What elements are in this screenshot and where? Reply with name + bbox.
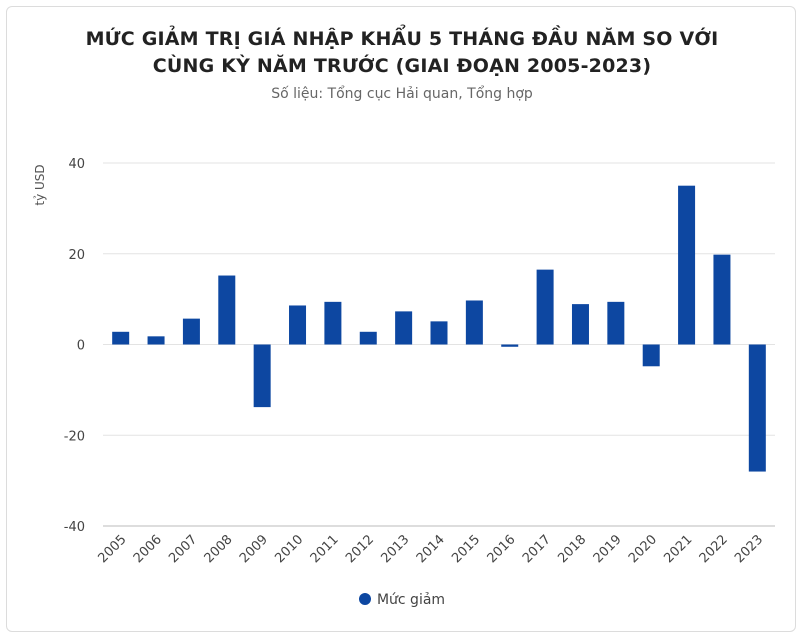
x-tick-label: 2014 xyxy=(414,532,448,566)
bar xyxy=(571,304,589,345)
x-tick-label: 2022 xyxy=(697,532,731,566)
bar xyxy=(112,331,130,345)
y-tick-label: 0 xyxy=(77,339,85,354)
chart-title: MỨC GIẢM TRỊ GIÁ NHẬP KHẨU 5 THÁNG ĐẦU N… xyxy=(0,26,804,80)
bar xyxy=(748,344,766,472)
bar xyxy=(218,275,236,345)
x-tick-label: 2019 xyxy=(591,532,625,566)
x-tick-label: 2010 xyxy=(272,532,306,566)
x-tick-label: 2016 xyxy=(485,532,519,566)
x-tick-label: 2012 xyxy=(343,532,377,566)
x-tick-label: 2011 xyxy=(308,532,342,566)
bar xyxy=(147,336,165,345)
x-tick-label: 2017 xyxy=(520,532,554,566)
legend[interactable]: Mức giảm xyxy=(0,592,804,608)
bar xyxy=(182,318,200,345)
bar xyxy=(713,254,731,345)
bar xyxy=(430,321,448,345)
x-tick-label: 2020 xyxy=(626,532,660,566)
x-tick-label: 2007 xyxy=(166,532,200,566)
y-tick-label: -20 xyxy=(64,429,85,444)
bar xyxy=(359,331,377,345)
legend-marker xyxy=(358,593,371,605)
x-tick-label: 2023 xyxy=(732,532,766,566)
bar xyxy=(678,185,696,345)
chart-title-line-2: CÙNG KỲ NĂM TRƯỚC (GIAI ĐOẠN 2005-2023) xyxy=(152,55,652,77)
y-tick-label: 40 xyxy=(68,157,85,172)
bar xyxy=(253,344,271,408)
x-tick-label: 2015 xyxy=(449,532,483,566)
x-tick-label: 2021 xyxy=(661,532,695,566)
bar xyxy=(465,300,483,345)
bar xyxy=(324,301,342,345)
bar xyxy=(289,305,307,345)
x-tick-label: 2018 xyxy=(555,532,589,566)
x-tick-label: 2009 xyxy=(237,532,271,566)
y-axis-label: tỷ USD xyxy=(33,164,47,205)
bar xyxy=(536,269,554,345)
bar xyxy=(607,301,625,345)
x-tick-label: 2005 xyxy=(96,532,130,566)
chart-title-line-1: MỨC GIẢM TRỊ GIÁ NHẬP KHẨU 5 THÁNG ĐẦU N… xyxy=(85,28,719,50)
y-tick-label: 20 xyxy=(68,248,85,263)
y-tick-label: -40 xyxy=(64,520,85,535)
chart-subtitle: Số liệu: Tổng cục Hải quan, Tổng hợp xyxy=(271,86,533,102)
legend-label: Mức giảm xyxy=(376,592,446,608)
bar xyxy=(395,311,413,345)
x-tick-label: 2013 xyxy=(378,532,412,566)
x-tick-label: 2006 xyxy=(131,532,165,566)
bar xyxy=(642,344,660,367)
x-tick-label: 2008 xyxy=(202,532,236,566)
bar xyxy=(501,344,519,347)
